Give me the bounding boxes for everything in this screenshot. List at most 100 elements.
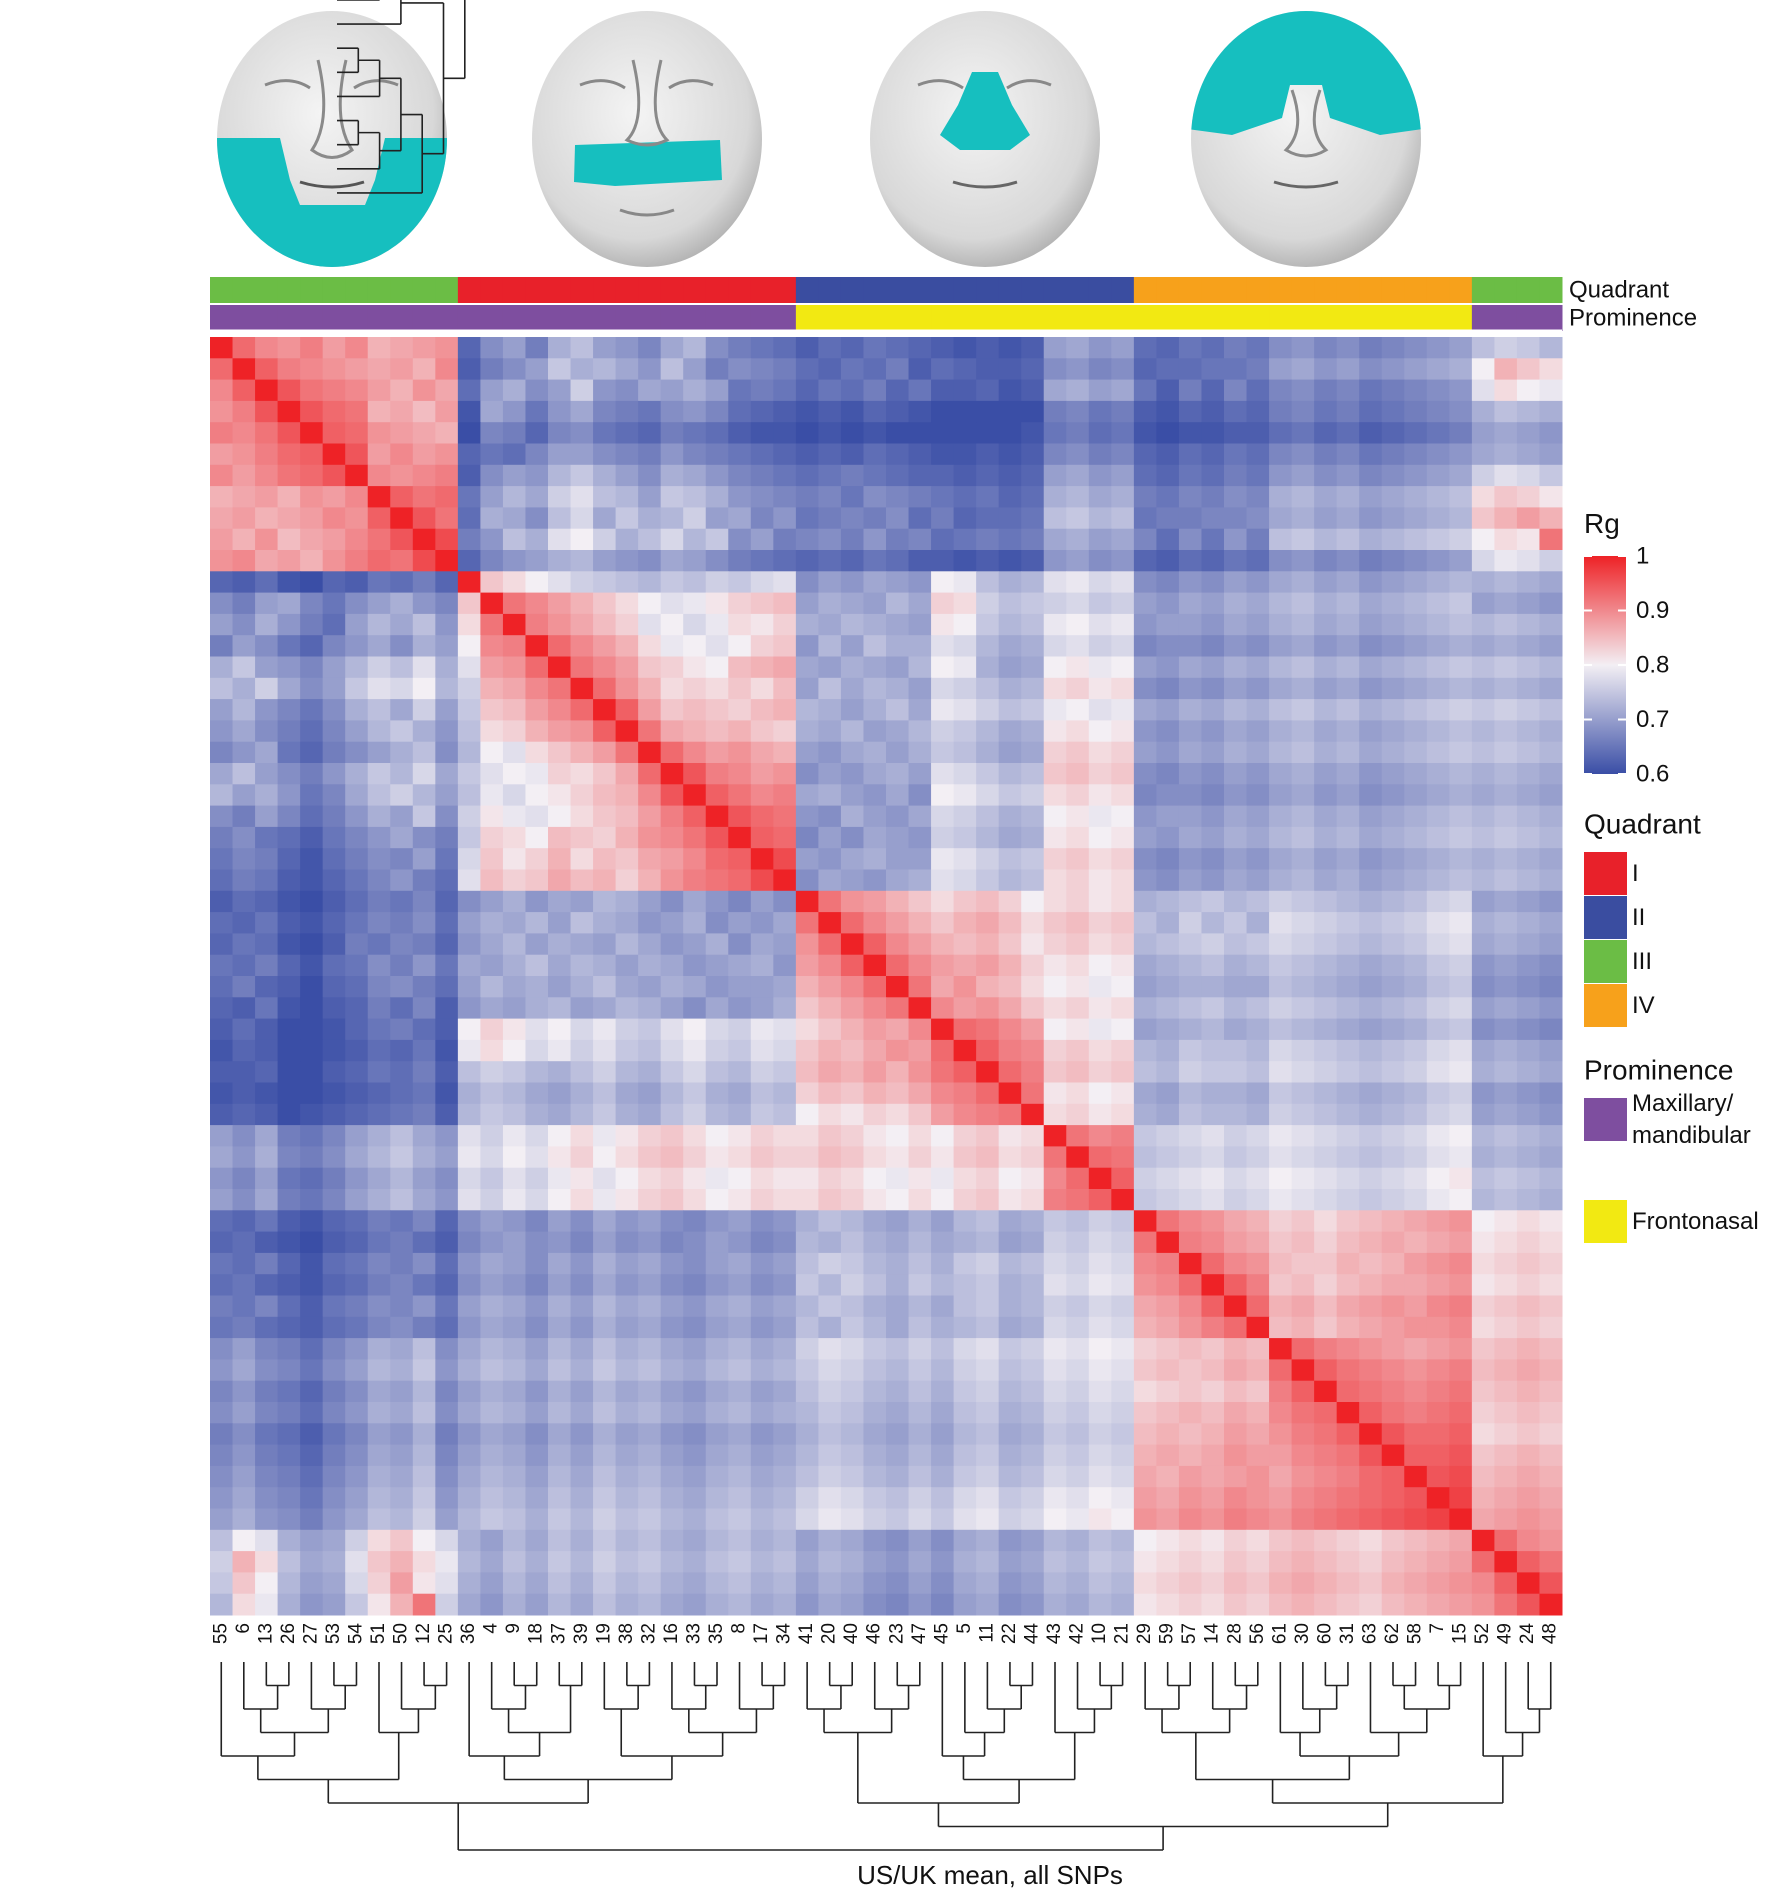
heatmap-cell <box>593 826 617 849</box>
heatmap-cell <box>1449 1167 1473 1190</box>
heatmap-cell <box>773 763 797 785</box>
heatmap-cell <box>1426 1444 1450 1467</box>
heatmap-cell <box>548 443 572 466</box>
heatmap-cell <box>1066 1529 1090 1552</box>
heatmap-cell <box>638 1380 662 1403</box>
annotation-cell <box>773 305 797 331</box>
heatmap-cell <box>615 592 639 615</box>
heatmap-cell <box>931 1572 955 1595</box>
heatmap-cell <box>728 1359 752 1382</box>
heatmap-cell <box>525 720 549 743</box>
heatmap-cell <box>367 1551 391 1573</box>
heatmap-cell <box>1066 1103 1090 1126</box>
heatmap-cell <box>728 613 752 636</box>
heatmap-cell <box>1336 912 1360 934</box>
heatmap-cell <box>908 1508 932 1531</box>
heatmap-cell <box>615 1189 639 1211</box>
heatmap-cell <box>1516 699 1540 721</box>
heatmap-cell <box>863 741 887 764</box>
heatmap-cell <box>908 1210 932 1233</box>
heatmap-cell <box>1471 1423 1495 1446</box>
heatmap-cell <box>660 1061 684 1083</box>
heatmap-cell <box>1516 464 1540 487</box>
heatmap-cell <box>1224 1252 1248 1275</box>
heatmap-cell <box>728 869 752 892</box>
heatmap-cell <box>1088 528 1112 551</box>
heatmap-cell <box>1359 1508 1383 1531</box>
heatmap-cell <box>683 1487 707 1509</box>
heatmap-cell <box>300 635 324 657</box>
heatmap-cell <box>1449 976 1473 998</box>
heatmap-cell <box>840 1465 864 1488</box>
heatmap-cell <box>1088 464 1112 487</box>
heatmap-cell <box>232 912 256 934</box>
heatmap-cell <box>705 741 729 764</box>
heatmap-cell <box>705 443 729 466</box>
heatmap-cell <box>1314 656 1338 679</box>
heatmap-cell <box>886 507 910 530</box>
heatmap-cell <box>705 848 729 870</box>
heatmap-cell <box>795 528 819 551</box>
heatmap-cell <box>1381 890 1405 913</box>
heatmap-cell <box>773 592 797 615</box>
heatmap-cell <box>570 550 594 572</box>
heatmap-cell <box>818 1061 842 1083</box>
heatmap-cell <box>953 1551 977 1573</box>
heatmap-cell <box>435 1380 459 1403</box>
heatmap-cell <box>773 933 797 956</box>
heatmap-cell <box>412 699 436 721</box>
heatmap-cell <box>277 784 301 807</box>
heatmap-cell <box>593 635 617 657</box>
heatmap-cell <box>795 1125 819 1147</box>
heatmap-cell <box>232 869 256 892</box>
heatmap-cell <box>773 400 797 423</box>
heatmap-cell <box>615 954 639 977</box>
heatmap-cell <box>412 954 436 977</box>
heatmap-cell <box>300 1316 324 1339</box>
heatmap-cell <box>1269 1189 1293 1211</box>
heatmap-cell <box>1359 1487 1383 1509</box>
heatmap-cell <box>1516 358 1540 381</box>
heatmap-cell <box>1178 1465 1202 1488</box>
heatmap-cell <box>998 486 1022 508</box>
heatmap-cell <box>773 1061 797 1083</box>
heatmap-cell <box>1201 443 1225 466</box>
heatmap-cell <box>1381 699 1405 721</box>
heatmap-cell <box>412 656 436 679</box>
heatmap-cell <box>660 1572 684 1595</box>
heatmap-cell <box>1066 890 1090 913</box>
heatmap-cell <box>593 1061 617 1083</box>
heatmap-cell <box>345 443 369 466</box>
heatmap-cell <box>1269 337 1293 359</box>
heatmap-cell <box>638 784 662 807</box>
heatmap-cell <box>1494 912 1518 934</box>
heatmap-cell <box>277 1082 301 1105</box>
heatmap-cell <box>525 1465 549 1488</box>
heatmap-cell <box>1404 848 1428 870</box>
heatmap-cell <box>1426 635 1450 657</box>
heatmap-cell <box>998 464 1022 487</box>
heatmap-cell <box>1021 1061 1045 1083</box>
annotation-cell <box>705 305 729 331</box>
heatmap-cell <box>1449 933 1473 956</box>
heatmap-cell <box>1201 933 1225 956</box>
heatmap-cell <box>1066 443 1090 466</box>
heatmap-cell <box>1381 379 1405 402</box>
heatmap-cell <box>1156 486 1180 508</box>
heatmap-cell <box>1291 1529 1315 1552</box>
heatmap-cell <box>908 1146 932 1169</box>
heatmap-cell <box>277 1529 301 1552</box>
heatmap-cell <box>390 1402 414 1424</box>
heatmap-cell <box>638 1423 662 1446</box>
heatmap-cell <box>1269 528 1293 551</box>
heatmap-cell <box>1111 1465 1135 1488</box>
heatmap-cell <box>976 550 1000 572</box>
heatmap-cell <box>1021 1103 1045 1126</box>
heatmap-cell <box>1516 1274 1540 1296</box>
heatmap-cell <box>1133 1572 1157 1595</box>
heatmap-cell <box>1111 1551 1135 1573</box>
heatmap-cell <box>773 464 797 487</box>
heatmap-cell <box>728 912 752 934</box>
heatmap-cell <box>457 613 481 636</box>
heatmap-cell <box>502 422 526 444</box>
